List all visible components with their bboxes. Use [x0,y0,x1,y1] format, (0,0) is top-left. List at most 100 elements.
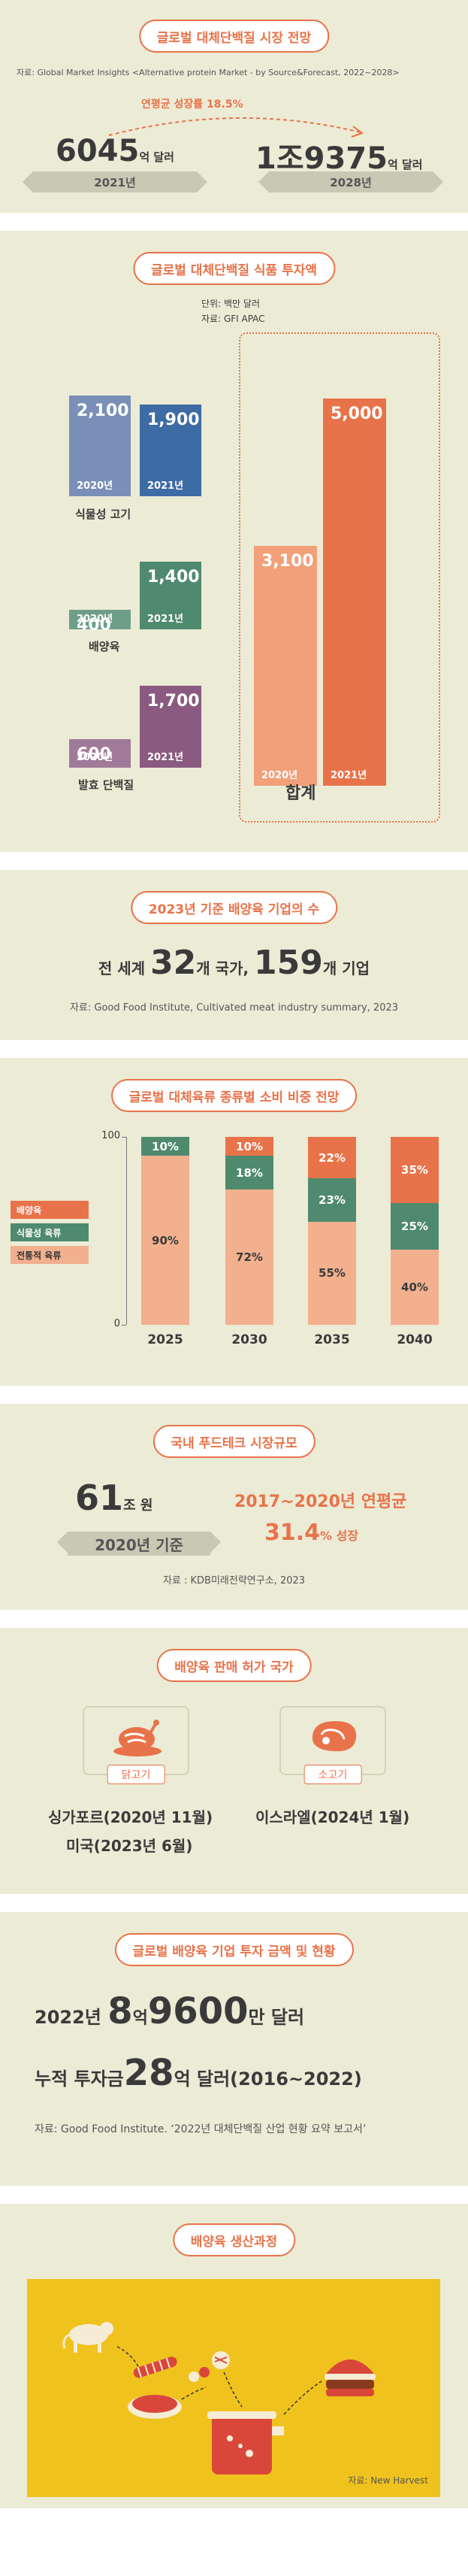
segment: 55% [308,1221,356,1325]
section-title: 배양육 생산과정 [172,2223,296,2256]
bar-value-label: 5,000 [331,405,383,423]
segment: 40% [391,1250,439,1325]
x-tick-label: 2025 [147,1332,183,1347]
bar-year-label: 2020년 [77,613,113,625]
basis-ribbon: 2020년 기준 [57,1532,221,1556]
year-ribbon: 2021년 [23,171,207,192]
beef-box: 소고기 [279,1706,386,1784]
segment: 18% [225,1156,273,1190]
section-title: 2023년 기준 배양육 기업의 수 [130,891,338,924]
legend-item: 배양육 [11,1201,89,1219]
bar-3-0: 3,100 2020년 [254,545,317,786]
segment: 10% [225,1137,273,1156]
source-text: 자료: Global Market Insights <Alternative … [17,68,400,77]
bar-value-label: 1,700 [147,692,200,711]
bar-3-1: 5,000 2021년 [323,399,386,786]
source-text: 자료: GFI APAC [201,314,265,324]
segment: 90% [141,1156,189,1325]
section-title: 글로벌 대체단백질 시장 전망 [138,20,330,53]
section-title: 글로벌 대체단백질 식품 투자액 [132,252,336,285]
bar-value-label: 400 [77,616,111,635]
bar-year-label: 2021년 [147,613,184,625]
section-title: 글로벌 배양육 기업 투자 금액 및 현황 [114,1933,354,1966]
year-ribbon: 2028년 [258,171,443,192]
growth-rate: 31.4% 성장 [264,1520,359,1546]
chicken-country: 싱가포르(2020년 11월) [48,1808,213,1826]
market-2021: 6045억 달러 [56,134,174,168]
production-process-section: 배양육 생산과정 [0,2204,468,2508]
bar-1-1: 1,400 2021년 [140,562,201,629]
bar-year-label: 2020년 [77,751,113,763]
bar-0-0: 2,100 2020년 [69,395,131,496]
y-axis-line [126,1137,127,1325]
beef-label: 소고기 [303,1765,362,1784]
unit-text: 단위: 백만 달러 [201,299,260,309]
approval-section: 배양육 판매 허가 국가 닭고기 소고기 싱가포르(2020년 11월) 미국(… [0,1628,468,1894]
bar-value-label: 3,100 [261,551,314,571]
bar-2-1: 1,700 2021년 [140,686,201,768]
legend-item: 식물성 육류 [11,1223,89,1241]
stacked-bar-2025: 90% 10% [141,1137,189,1325]
market-outlook-section: 글로벌 대체단백질 시장 전망 자료: Global Market Insigh… [0,0,468,213]
bar-year-label: 2021년 [147,751,184,763]
segment: 23% [308,1178,356,1222]
category-label: 식물성 고기 [75,508,131,521]
market-2028: 1조9375억 달러 [255,141,423,176]
y-tick-label: 100 [101,1130,120,1141]
roast-chicken-icon [113,1720,162,1756]
legend-item: 전통적 육류 [11,1246,89,1264]
chicken-label: 닭고기 [107,1765,165,1784]
invest-cumulative: 누적 투자금28억 달러(2016~2022) [35,2052,362,2094]
source-text: 자료: Good Food Institute. ‘2022년 대체단백질 산업… [35,2123,367,2135]
bar-value-label: 600 [77,744,111,764]
y-tick-mark [122,1325,126,1326]
bar-2-0: 600 2020년 [69,738,131,768]
x-tick-label: 2035 [314,1332,350,1347]
segment: 35% [391,1137,439,1203]
y-tick-label: 0 [113,1318,120,1329]
growth-period: 2017~2020년 연평균 [234,1493,407,1511]
steak-icon [312,1721,357,1752]
section-title: 국내 푸드테크 시장규모 [152,1425,316,1458]
total-box [239,332,440,823]
segment: 10% [141,1137,189,1156]
market-size: 61조 원 [75,1477,153,1518]
category-label: 배양육 [89,640,120,653]
y-tick-mark [122,1137,126,1138]
source-text: 자료 : KDB미래전략연구소, 2023 [162,1575,306,1587]
section-title: 배양육 판매 허가 국가 [156,1649,312,1682]
total-label: 합계 [285,784,316,803]
stacked-bar-2040: 40% 25% 35% [391,1137,439,1325]
chicken-box: 닭고기 [83,1706,189,1784]
segment: 22% [308,1137,356,1178]
bar-year-label: 2021년 [147,480,184,492]
company-count-line: 전 세계 32개 국가, 159개 기업 [98,944,370,982]
bar-value-label: 1,900 [147,411,200,430]
beef-country: 이스라엘(2024년 1월) [255,1808,410,1826]
invest-2022: 2022년 8억9600만 달러 [35,1990,305,2032]
x-tick-label: 2030 [231,1332,267,1347]
company-count-section: 2023년 기준 배양육 기업의 수 전 세계 32개 국가, 159개 기업 … [0,870,468,1040]
segment: 72% [225,1190,273,1325]
section-title: 글로벌 대체육류 종류별 소비 비중 전망 [110,1079,358,1112]
stacked-bar-2035: 55% 23% 22% [308,1137,356,1325]
investment-status-section: 글로벌 배양육 기업 투자 금액 및 현황 2022년 8억9600만 달러 누… [0,1912,468,2186]
bar-value-label: 2,100 [77,401,129,420]
foodtech-market-section: 국내 푸드테크 시장규모 61조 원 2020년 기준 2017~2020년 연… [0,1404,468,1610]
source-text: 자료: Good Food Institute, Cultivated meat… [69,1002,399,1014]
bar-0-1: 1,900 2021년 [140,405,201,496]
segment: 25% [391,1202,439,1250]
production-process-icon [62,2322,376,2474]
investment-section: 글로벌 대체단백질 식품 투자액 단위: 백만 달러 자료: GFI APAC … [0,231,468,852]
consumption-share-section: 글로벌 대체육류 종류별 소비 비중 전망 0 100 90% 10% 2025 72% 1… [0,1058,468,1386]
x-tick-label: 2040 [397,1332,433,1347]
bar-year-label: 2021년 [331,770,367,781]
growth-arrow-icon [108,117,364,138]
source-text: 자료: New Harvest [348,2475,428,2486]
process-illustration: 자료: New Harvest [27,2279,440,2497]
bar-1-0: 400 2020년 [69,610,131,635]
category-label: 발효 단백질 [78,778,134,792]
bar-year-label: 2020년 [261,769,298,781]
cagr-label: 연평균 성장률 18.5% [141,98,243,111]
chicken-country: 미국(2023년 6월) [66,1837,193,1855]
